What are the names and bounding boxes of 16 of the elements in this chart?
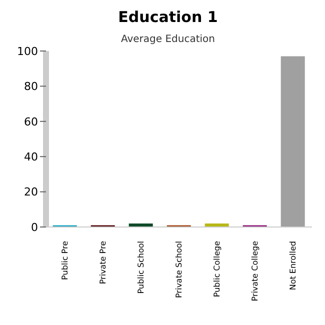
x-tick-label: Public Pre bbox=[60, 240, 70, 280]
x-tick-label: Private College bbox=[250, 240, 260, 302]
x-tick-label: Private School bbox=[174, 241, 184, 298]
y-tick-label: 60 bbox=[24, 115, 38, 128]
y-tick-label: 20 bbox=[24, 186, 38, 199]
x-tick-label: Private Pre bbox=[98, 240, 108, 284]
chart-title: Education 1 bbox=[117, 8, 219, 26]
x-tick-label: Public College bbox=[212, 240, 222, 298]
chart-subtitle: Average Education bbox=[120, 34, 216, 45]
y-tick-label: 0 bbox=[31, 220, 38, 234]
y-tick-label: 100 bbox=[17, 44, 38, 58]
y-tick-label: 80 bbox=[24, 80, 38, 94]
y-tick-label: 40 bbox=[24, 150, 38, 164]
x-tick-label: Public School bbox=[136, 241, 146, 294]
bar bbox=[280, 56, 305, 227]
x-tick-label: Not Enrolled bbox=[288, 241, 298, 290]
